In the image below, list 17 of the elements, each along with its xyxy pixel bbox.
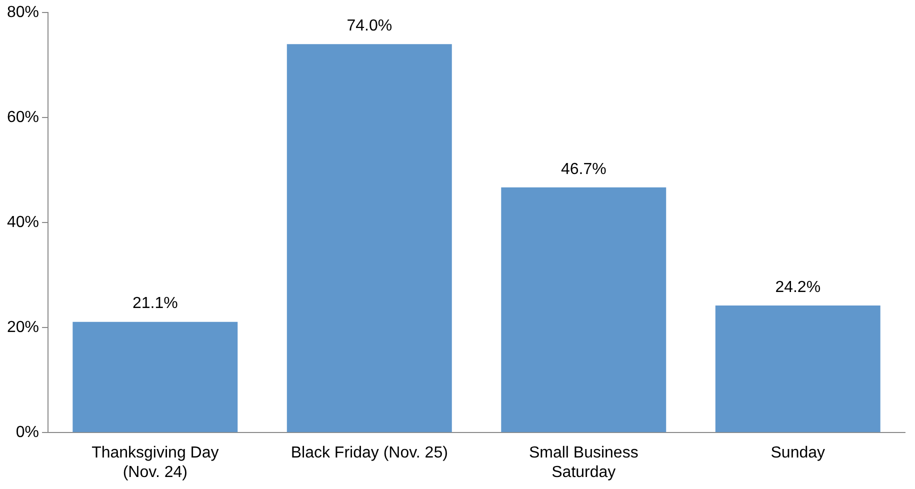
- data-label: 21.1%: [132, 295, 178, 312]
- data-label: 24.2%: [775, 278, 821, 296]
- bar: [72, 322, 238, 432]
- data-label: 74.0%: [346, 18, 392, 35]
- x-tick-label: Sunday: [770, 444, 826, 462]
- y-tick-label: 80%: [6, 4, 40, 22]
- y-tick-label: 40%: [6, 214, 40, 232]
- x-tick-label: Small Business Saturday: [528, 444, 638, 481]
- data-label: 46.7%: [560, 160, 606, 178]
- x-tick-label: Black Friday (Nov. 25): [290, 444, 448, 462]
- x-tick-label: Thanksgiving Day (Nov. 24): [92, 444, 219, 481]
- y-tick-label: 20%: [6, 319, 40, 336]
- y-tick-label: 0%: [16, 424, 40, 442]
- bar: [501, 187, 666, 432]
- y-tick-label: 60%: [6, 109, 40, 126]
- bar: [286, 44, 452, 432]
- bar: [715, 306, 880, 432]
